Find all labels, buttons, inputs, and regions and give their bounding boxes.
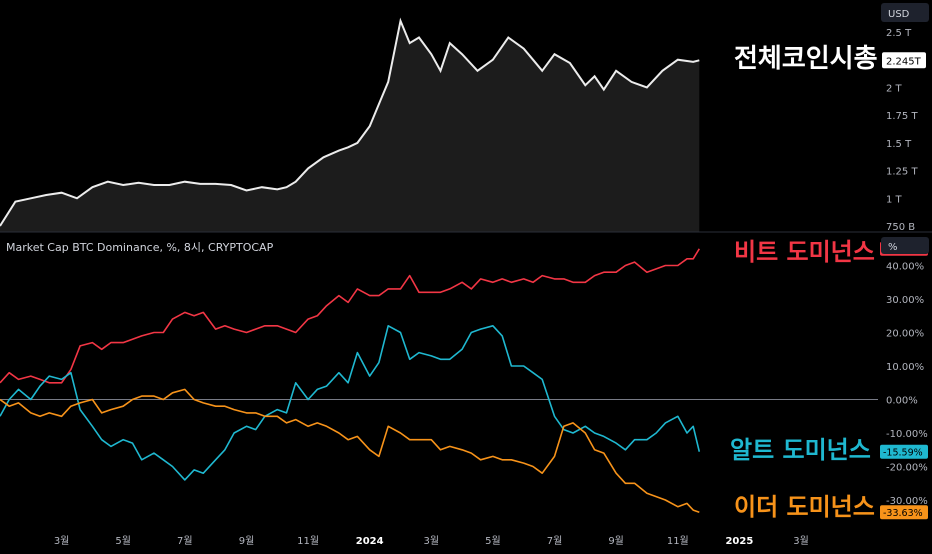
dominance-line-0 [0, 248, 700, 384]
x-tick-label: 9월 [608, 535, 624, 547]
x-tick-label: 7월 [547, 535, 563, 547]
dominance-panel [0, 248, 701, 513]
y-tick-top: 2.5 T [886, 28, 912, 39]
total-market-cap-area [0, 20, 700, 233]
x-tick-label: 2025 [725, 536, 753, 547]
bottom-unit-label: % [888, 242, 898, 253]
x-tick-label: 5월 [485, 535, 501, 547]
y-tick-top: 1 T [886, 194, 903, 205]
y-axis-bottom[interactable]: 40.00% 30.00% 20.00% 10.00% 0.00% -10.00% -20.… [886, 262, 928, 508]
series-label-1: 알트 도미넌스 [730, 436, 871, 464]
y-axis-top[interactable]: 2.5 T 2 T 1.75 T 1.5 T 1.25 T 1 T 750 B [886, 28, 918, 233]
legend-title: Market Cap BTC Dominance, %, 8시, CRYPTOC… [6, 241, 274, 254]
total-market-cap-line [0, 17, 700, 227]
y-tick-top: 1.75 T [886, 111, 918, 122]
series-price-tag-2 [880, 505, 928, 520]
top-unit-label: USD [888, 9, 910, 20]
x-tick-label: 11월 [667, 535, 689, 547]
top-unit-button[interactable] [881, 3, 929, 22]
series-label-0: 비트 도미넌스 [734, 238, 875, 266]
x-tick-label: 11월 [297, 535, 319, 547]
x-tick-label: 9월 [239, 535, 255, 547]
y-tick-top: 1.5 T [886, 139, 912, 150]
x-tick-label: 3월 [793, 535, 809, 547]
y-tick-bottom: 20.00% [886, 329, 924, 340]
y-tick-bottom: 30.00% [886, 295, 924, 306]
series-price-tag-1 [880, 444, 928, 459]
series-label-2: 이더 도미넌스 [734, 493, 875, 521]
total-market-cap-price-tag [882, 52, 926, 69]
x-tick-label: 2024 [356, 536, 384, 547]
y-tick-top: 2 T [886, 83, 903, 94]
y-tick-bottom: -30.00% [886, 496, 928, 507]
total-market-cap-label: 전체코인시총 [734, 44, 878, 74]
y-tick-bottom: 0.00% [886, 396, 918, 407]
series-price-tag-text-1: -15.59% [883, 448, 923, 459]
y-tick-bottom: -20.00% [886, 463, 928, 474]
series-price-tag-text-2: -33.63% [883, 508, 923, 519]
y-tick-bottom: 40.00% [886, 262, 924, 273]
y-tick-bottom: -10.00% [886, 429, 928, 440]
total-market-cap-price-tag-text: 2.245T [886, 56, 922, 67]
x-tick-label: 3월 [54, 535, 70, 547]
x-tick-label: 3월 [424, 535, 440, 547]
x-tick-label: 7월 [177, 535, 193, 547]
bottom-unit-button[interactable] [881, 237, 929, 254]
y-tick-top: 1.25 T [886, 167, 918, 178]
y-tick-bottom: 10.00% [886, 362, 924, 373]
x-tick-label: 5월 [115, 535, 131, 547]
dominance-line-1 [0, 324, 701, 481]
x-axis[interactable]: 3월 5월 7월 9월 11월 2024 3월 5월 7월 9월 11월 2025 3월 [54, 535, 809, 547]
y-tick-top: 750 B [886, 222, 915, 233]
dominance-line-2 [0, 388, 700, 513]
total-market-cap-panel [0, 17, 700, 233]
